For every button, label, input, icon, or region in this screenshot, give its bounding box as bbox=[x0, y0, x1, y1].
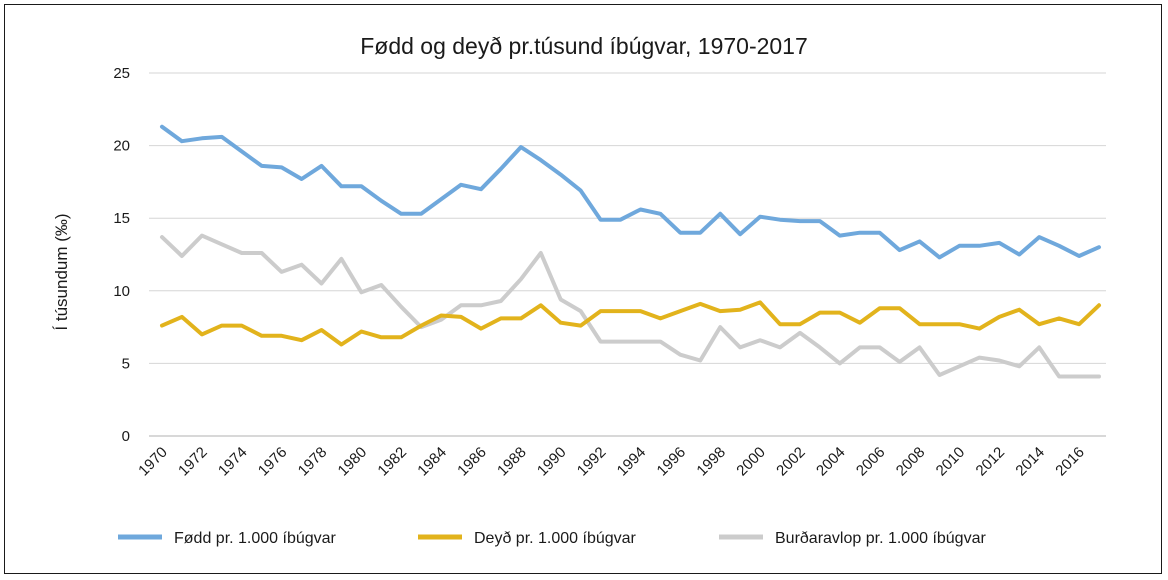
x-tick-labels: 1970 1972 1974 1976 1978 1980 1982 1984 1986 1988… bbox=[135, 444, 1088, 480]
legend-label: Fødd pr. 1.000 íbúgvar bbox=[174, 530, 337, 547]
x-tick-label: 1984 bbox=[414, 444, 450, 480]
x-tick-label: 1990 bbox=[534, 444, 570, 480]
series-line-3 bbox=[160, 233, 1101, 379]
chart-frame: Fødd og deyð pr.túsund íbúgvar, 1970-201… bbox=[4, 4, 1162, 574]
y-tick-label: 5 bbox=[122, 355, 130, 372]
y-tick-label: 0 bbox=[122, 428, 130, 445]
x-tick-label: 2006 bbox=[853, 444, 889, 480]
x-tick-label: 1972 bbox=[175, 444, 211, 480]
x-tick-label: 2004 bbox=[813, 444, 849, 480]
x-tick-label: 1980 bbox=[335, 444, 371, 480]
x-tick-label: 1998 bbox=[693, 444, 729, 480]
y-tick-label: 25 bbox=[113, 65, 130, 82]
x-tick-label: 1978 bbox=[295, 444, 331, 480]
series-line-1 bbox=[160, 124, 1101, 260]
x-tick-label: 1988 bbox=[494, 444, 530, 480]
x-tick-label: 1970 bbox=[135, 444, 171, 480]
x-tick-label: 1986 bbox=[454, 444, 490, 480]
y-axis-label: Í túsundum (‰) bbox=[52, 213, 71, 330]
x-tick-label: 1976 bbox=[255, 444, 291, 480]
x-tick-label: 2012 bbox=[973, 444, 1009, 480]
chart-title: Fødd og deyð pr.túsund íbúgvar, 1970-201… bbox=[360, 33, 808, 59]
y-tick-labels: 0 5 10 15 20 25 bbox=[113, 65, 130, 445]
x-tick-label: 1982 bbox=[374, 444, 410, 480]
x-tick-label: 1996 bbox=[654, 444, 690, 480]
legend-label: Deyð pr. 1.000 íbúgvar bbox=[474, 530, 637, 547]
x-tick-label: 2002 bbox=[773, 444, 809, 480]
series-line-2 bbox=[160, 300, 1101, 347]
y-tick-label: 15 bbox=[113, 210, 130, 227]
series-lines bbox=[160, 124, 1101, 379]
x-tick-label: 2008 bbox=[893, 444, 929, 480]
x-tick-label: 2010 bbox=[933, 444, 969, 480]
x-tick-label: 1992 bbox=[574, 444, 610, 480]
y-tick-label: 10 bbox=[113, 283, 130, 300]
gridlines bbox=[149, 72, 1106, 437]
chart-svg: Fødd og deyð pr.túsund íbúgvar, 1970-201… bbox=[52, 33, 1106, 547]
legend-label: Burðaravlop pr. 1.000 íbúgvar bbox=[775, 530, 986, 547]
legend: Fødd pr. 1.000 íbúgvar Deyð pr. 1.000 íbú… bbox=[118, 530, 986, 547]
x-tick-label: 2016 bbox=[1052, 444, 1088, 480]
x-tick-label: 1994 bbox=[614, 444, 650, 480]
y-tick-label: 20 bbox=[113, 138, 130, 155]
x-tick-label: 2014 bbox=[1012, 444, 1048, 480]
x-tick-label: 2000 bbox=[733, 444, 769, 480]
x-tick-label: 1974 bbox=[215, 444, 251, 480]
